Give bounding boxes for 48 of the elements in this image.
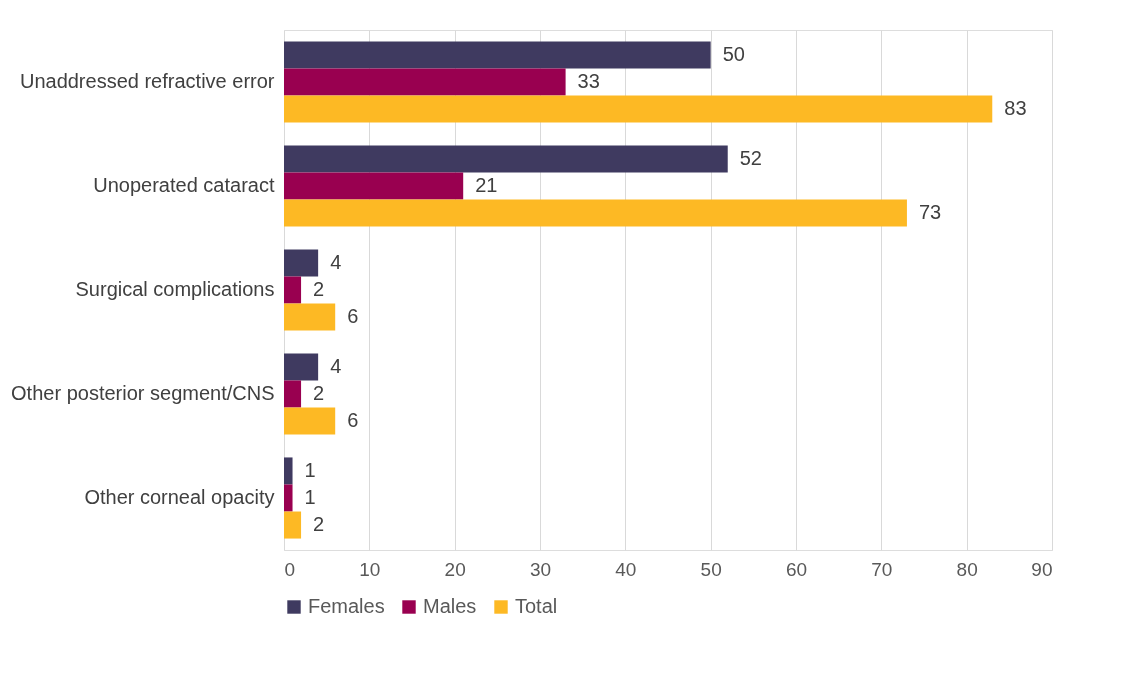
x-tick-label: 80 <box>956 558 978 580</box>
data-label: 6 <box>347 305 359 328</box>
bar <box>284 276 302 304</box>
x-tick-label: 50 <box>700 558 722 580</box>
legend-label: Total <box>515 595 558 617</box>
bar <box>284 95 993 123</box>
data-label: 2 <box>313 513 325 536</box>
bar <box>284 172 464 200</box>
bar <box>284 249 319 277</box>
y-tick-label: Surgical complications <box>75 278 275 300</box>
x-tick-label: 40 <box>615 558 637 580</box>
data-label: 4 <box>330 354 342 377</box>
bar <box>284 68 566 96</box>
data-label: 2 <box>313 382 325 404</box>
bar <box>284 145 728 173</box>
y-tick-label: Unaddressed refractive error <box>19 70 275 92</box>
data-label: 4 <box>330 250 342 273</box>
y-tick-label: Unoperated cataract <box>93 174 275 196</box>
data-label: 21 <box>475 174 498 196</box>
bar <box>284 511 302 539</box>
bar <box>284 41 711 69</box>
bar <box>284 457 293 485</box>
x-tick-label: 0 <box>284 558 296 580</box>
data-label: 83 <box>1004 97 1027 120</box>
data-label: 1 <box>304 486 316 508</box>
data-label: 6 <box>347 409 359 432</box>
legend-label: Males <box>423 595 477 617</box>
data-label: 50 <box>722 42 745 65</box>
bar <box>284 484 293 512</box>
y-tick-label: Other corneal opacity <box>84 486 275 508</box>
data-label: 2 <box>313 278 325 300</box>
x-tick-label: 30 <box>529 558 552 580</box>
bar <box>284 303 336 331</box>
data-label: 1 <box>304 458 316 481</box>
x-tick-label: 10 <box>359 558 381 580</box>
x-tick-label: 20 <box>444 558 466 580</box>
data-label: 73 <box>918 201 942 224</box>
x-tick-label: 60 <box>785 558 808 580</box>
bar <box>284 199 907 227</box>
x-tick-label: 90 <box>1031 558 1053 580</box>
bar <box>284 353 319 381</box>
x-tick-label: 70 <box>871 558 893 580</box>
bar <box>284 407 336 435</box>
legend-label: Females <box>308 595 385 617</box>
bar <box>284 380 302 408</box>
y-tick-label: Other posterior segment/CNS <box>11 382 275 404</box>
data-label: 33 <box>577 70 600 92</box>
data-label: 52 <box>739 146 762 169</box>
